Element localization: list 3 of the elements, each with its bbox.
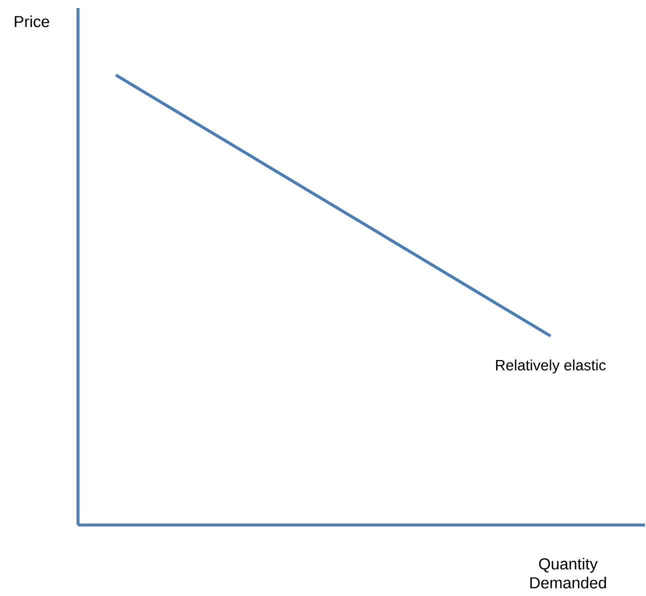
annotation: Relatively elastic <box>496 360 606 374</box>
y-axis-title: Price <box>14 16 50 28</box>
x-axis-title: Quantity Demanded <box>530 558 606 588</box>
